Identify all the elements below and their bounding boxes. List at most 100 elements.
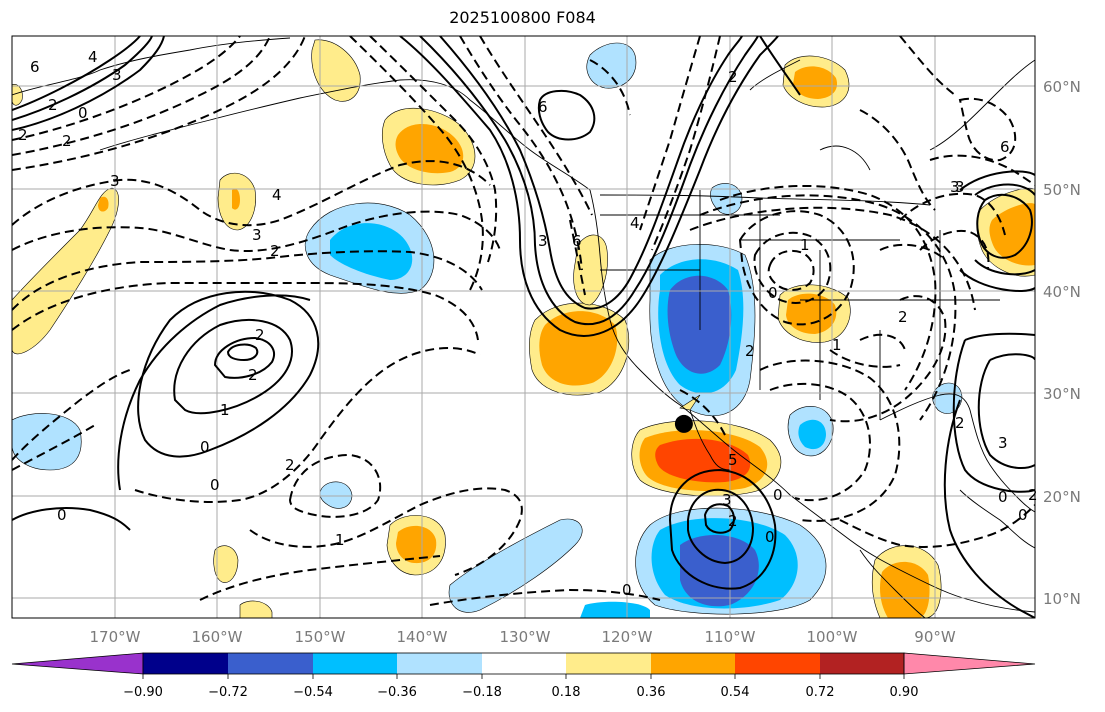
colorbar-tick-label: −0.54 xyxy=(293,685,333,700)
colorbar: −0.90 −0.72 −0.54 −0.36 −0.18 0.18 0.36 … xyxy=(11,652,1036,700)
anomaly-orange xyxy=(232,188,240,210)
contour-label: 2 xyxy=(285,456,295,474)
contour-label: 6 xyxy=(538,98,548,116)
map-frame xyxy=(11,35,1036,619)
latitude-axis: 60°N 50°N 40°N 30°N 20°N 10°N xyxy=(1043,78,1081,608)
contour-label: 2 xyxy=(745,342,755,360)
colorbar-segment xyxy=(735,653,820,674)
colorbar-tick-label: 0.18 xyxy=(552,685,581,700)
anomaly-orange xyxy=(98,196,109,212)
contour-label: 0 xyxy=(773,486,783,504)
colorbar-tick-label: 0.36 xyxy=(637,685,666,700)
anomaly-light-blue xyxy=(586,42,637,89)
contour-label: 2 xyxy=(728,512,738,530)
lat-tick-label: 50°N xyxy=(1043,181,1081,199)
anomaly-yellow xyxy=(12,84,23,106)
lat-tick-label: 10°N xyxy=(1043,590,1081,608)
lon-tick-label: 160°W xyxy=(192,628,243,646)
anomaly-orange xyxy=(989,203,1035,266)
colorbar-segment xyxy=(397,653,482,674)
anomaly-orange xyxy=(396,525,437,564)
map-title: 2025100800 F084 xyxy=(449,8,596,27)
contour-label: 3 xyxy=(950,178,960,196)
colorbar-tick-label: −0.36 xyxy=(377,685,417,700)
contour-label: 4 xyxy=(88,48,98,66)
lat-tick-label: 60°N xyxy=(1043,78,1081,96)
contour-label: 1 xyxy=(832,336,842,354)
colorbar-tick-label: −0.90 xyxy=(123,685,163,700)
contour-label: 2 xyxy=(62,132,72,150)
contour-label: 4 xyxy=(272,186,282,204)
longitude-axis: 170°W 160°W 150°W 140°W 130°W 120°W 110°… xyxy=(90,628,956,646)
anomaly-light-blue xyxy=(448,518,583,613)
lon-tick-label: 120°W xyxy=(602,628,653,646)
contour-label: 2 xyxy=(255,326,265,344)
contour-label: 0 xyxy=(200,438,210,456)
anomaly-dark-blue xyxy=(667,275,732,374)
anomaly-orange xyxy=(880,561,930,618)
colorbar-tick-label: 0.72 xyxy=(806,685,835,700)
colorbar-high-extension xyxy=(903,652,1036,675)
lon-tick-label: 170°W xyxy=(90,628,141,646)
lon-tick-label: 110°W xyxy=(705,628,756,646)
lat-tick-label: 30°N xyxy=(1043,385,1081,403)
contour-label: 1 xyxy=(800,236,810,254)
colorbar-tick-label: −0.72 xyxy=(208,685,248,700)
contour-labels: 6 4 3 2 2 0 2 3 4 2 3 2 2 1 0 0 2 1 0 0 … xyxy=(18,48,1038,599)
contour-label: 0 xyxy=(57,506,67,524)
contour-label: 3 xyxy=(112,66,122,84)
contour-label: 5 xyxy=(728,451,738,469)
contour-label: 0 xyxy=(998,488,1008,506)
contour-label: 3 xyxy=(252,226,262,244)
colorbar-segment xyxy=(820,653,904,674)
colorbar-low-extension xyxy=(11,652,144,675)
contour-label: 0 xyxy=(210,476,220,494)
contour-label: 2 xyxy=(248,366,258,384)
anomaly-yellow xyxy=(213,545,239,583)
contour-label: 0 xyxy=(1018,506,1028,524)
anomaly-mid-blue xyxy=(798,419,826,450)
colorbar-segment xyxy=(313,653,397,674)
contour-label: 2 xyxy=(18,126,28,144)
contour-label: 3 xyxy=(955,178,965,196)
lat-tick-label: 20°N xyxy=(1043,488,1081,506)
colorbar-segment xyxy=(651,653,735,674)
lon-tick-label: 130°W xyxy=(500,628,551,646)
contour-label: 6 xyxy=(572,232,582,250)
contour-label: 2 xyxy=(270,242,280,260)
contours-solid xyxy=(12,36,1035,618)
contour-label: 4 xyxy=(630,214,640,232)
lon-tick-label: 100°W xyxy=(807,628,858,646)
colorbar-tick-label: 0.90 xyxy=(890,685,919,700)
contour-label: 1 xyxy=(335,531,345,549)
contour-label: 2 xyxy=(728,68,738,86)
colorbar-segment xyxy=(228,653,313,674)
lon-tick-label: 90°W xyxy=(914,628,956,646)
anomaly-light-blue xyxy=(12,413,82,471)
contour-label: 3 xyxy=(110,172,120,190)
contour-label: 2 xyxy=(955,414,965,432)
map-background xyxy=(12,36,1035,618)
contour-label: 2 xyxy=(1028,486,1038,504)
anomaly-yellow xyxy=(239,600,273,618)
contour-label: 6 xyxy=(30,58,40,76)
colorbar-segment xyxy=(482,653,566,674)
contour-label: 3 xyxy=(538,232,548,250)
lon-tick-label: 140°W xyxy=(397,628,448,646)
colorbar-segment xyxy=(566,653,651,674)
contour-label: 0 xyxy=(622,581,632,599)
lat-tick-label: 40°N xyxy=(1043,283,1081,301)
contour-label: 0 xyxy=(768,284,778,302)
lon-tick-label: 150°W xyxy=(295,628,346,646)
anomaly-mid-blue xyxy=(580,601,650,618)
colorbar-tick-label: −0.18 xyxy=(462,685,502,700)
contour-label: 3 xyxy=(998,434,1008,452)
anomaly-orange xyxy=(395,123,464,174)
contour-label: 1 xyxy=(220,401,230,419)
contours-dashed xyxy=(12,36,1035,606)
anomaly-orange xyxy=(793,66,838,99)
contour-label: 0 xyxy=(765,528,775,546)
contour-label: 3 xyxy=(722,491,732,509)
colorbar-segment xyxy=(143,653,228,674)
